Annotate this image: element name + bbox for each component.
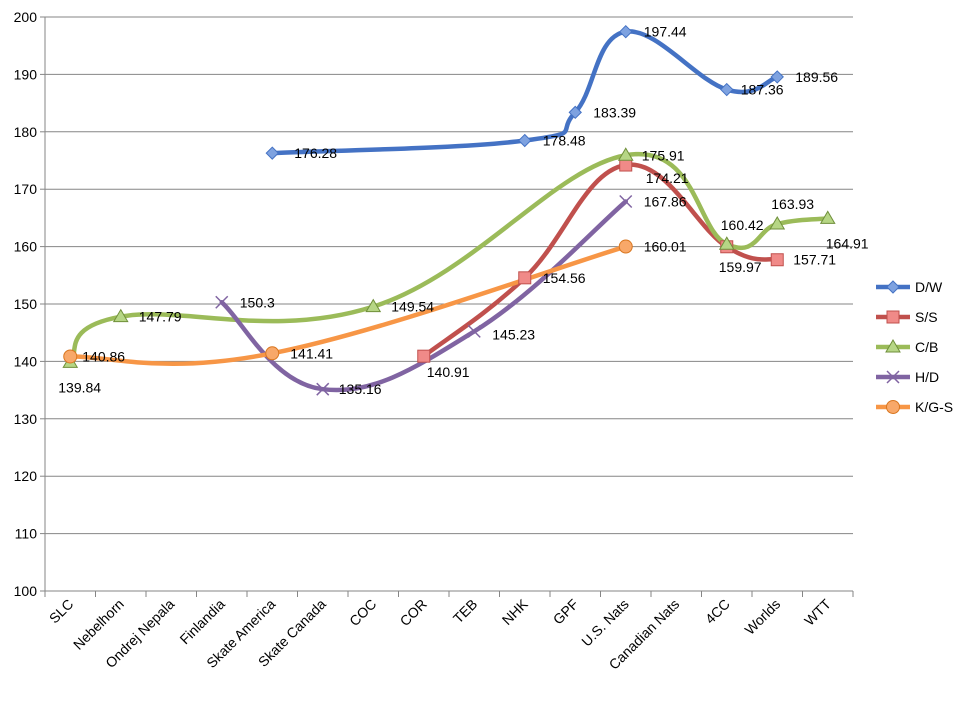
- legend-marker-H/D: [886, 370, 900, 384]
- legend-marker-C/B: [885, 339, 901, 353]
- marker-S/S: [417, 349, 431, 363]
- data-label-K/G-S: 140.86: [82, 348, 125, 364]
- x-tick-label: COC: [346, 596, 379, 629]
- data-label-S/S: 174.21: [646, 170, 689, 186]
- legend-marker-K/G-S: [886, 400, 900, 414]
- data-label-H/D: 145.23: [492, 326, 535, 342]
- legend-marker-S/S: [886, 310, 900, 324]
- data-label-C/B: 163.93: [771, 196, 814, 212]
- data-label-S/S: 157.71: [793, 252, 836, 268]
- x-tick-label: U.S. Nats: [578, 596, 632, 650]
- data-label-D/W: 178.48: [543, 133, 586, 149]
- data-label-C/B: 139.84: [58, 379, 101, 395]
- marker-C/B: [112, 308, 129, 323]
- y-tick-label: 180: [14, 124, 38, 140]
- marker-C/B: [617, 147, 634, 161]
- y-tick-label: 100: [14, 583, 38, 599]
- x-tick-label: NHK: [499, 595, 532, 628]
- marker-S/S: [770, 253, 784, 267]
- legend-label-H/D: H/D: [915, 369, 939, 385]
- legend: D/W S/S C/B H/D K/G-S: [876, 279, 953, 415]
- y-tick-label: 200: [14, 9, 38, 25]
- data-label-C/B: 149.54: [391, 299, 434, 315]
- y-tick-label: 120: [14, 468, 38, 484]
- marker-H/D: [467, 324, 481, 338]
- data-label-H/D: 150.3: [240, 294, 275, 310]
- y-tick-label: 170: [14, 181, 38, 197]
- marker-K/G-S: [618, 239, 633, 254]
- y-tick-label: 130: [14, 411, 38, 427]
- data-label-S/S: 154.56: [543, 270, 586, 286]
- data-label-D/W: 197.44: [644, 24, 687, 40]
- series-line-C/B: [68, 151, 830, 365]
- data-label-S/S: 140.91: [427, 364, 470, 380]
- marker-D/W: [720, 82, 734, 97]
- marker-C/B: [819, 210, 836, 224]
- x-tick-label: Worlds: [741, 596, 783, 638]
- x-tick-label: GPF: [550, 596, 582, 628]
- series-lines: [68, 29, 830, 393]
- y-tick-label: 190: [14, 66, 38, 82]
- marker-D/W: [265, 146, 279, 160]
- data-label-S/S: 159.97: [719, 259, 762, 275]
- y-tick-label: 140: [14, 353, 38, 369]
- legend-marker-D/W: [886, 280, 900, 294]
- data-labels: 176.28 178.48 183.39 197.44 187.36 189.56 140.…: [58, 24, 869, 397]
- data-label-K/G-S: 141.41: [290, 345, 333, 361]
- marker-S/S: [518, 271, 532, 285]
- series-markers: [62, 24, 836, 396]
- marker-H/D: [215, 295, 229, 309]
- x-tick-label: TEB: [450, 596, 481, 627]
- axes: 100110120130140150160170180190200SLCNebe…: [14, 9, 854, 673]
- marker-K/G-S: [265, 346, 280, 361]
- series-line-K/G-S: [68, 244, 628, 367]
- data-label-K/G-S: 160.01: [644, 239, 687, 255]
- data-label-H/D: 135.16: [339, 381, 382, 397]
- marker-C/B: [365, 298, 382, 313]
- legend-label-D/W: D/W: [915, 279, 943, 295]
- y-tick-label: 160: [14, 239, 38, 255]
- marker-H/D: [619, 194, 633, 209]
- marker-D/W: [518, 133, 532, 148]
- x-tick-label: COR: [397, 596, 430, 629]
- data-label-D/W: 187.36: [741, 82, 784, 98]
- marker-S/S: [619, 158, 633, 172]
- x-tick-label: WTT: [801, 595, 834, 628]
- legend-label-S/S: S/S: [915, 309, 938, 325]
- x-tick-label: 4CC: [702, 596, 733, 627]
- marker-K/G-S: [63, 349, 78, 364]
- marker-D/W: [770, 70, 784, 84]
- x-tick-label: Finlandia: [176, 596, 228, 648]
- data-label-D/W: 183.39: [593, 104, 636, 120]
- x-tick-label: SLC: [46, 596, 77, 627]
- data-label-C/B: 175.91: [642, 147, 685, 163]
- legend-label-C/B: C/B: [915, 339, 938, 355]
- marker-D/W: [619, 24, 633, 39]
- data-label-H/D: 167.86: [644, 193, 687, 209]
- marker-C/B: [718, 236, 735, 250]
- y-tick-label: 110: [15, 526, 38, 542]
- data-label-D/W: 189.56: [795, 69, 838, 85]
- data-label-D/W: 176.28: [294, 145, 337, 161]
- marker-C/B: [769, 216, 786, 230]
- y-tick-label: 150: [14, 296, 38, 312]
- marker-H/D: [316, 382, 330, 396]
- marker-D/W: [568, 105, 582, 120]
- data-label-C/B: 164.91: [826, 235, 869, 251]
- data-label-C/B: 160.42: [721, 217, 764, 233]
- data-label-C/B: 147.79: [139, 309, 182, 325]
- legend-label-K/G-S: K/G-S: [915, 399, 953, 415]
